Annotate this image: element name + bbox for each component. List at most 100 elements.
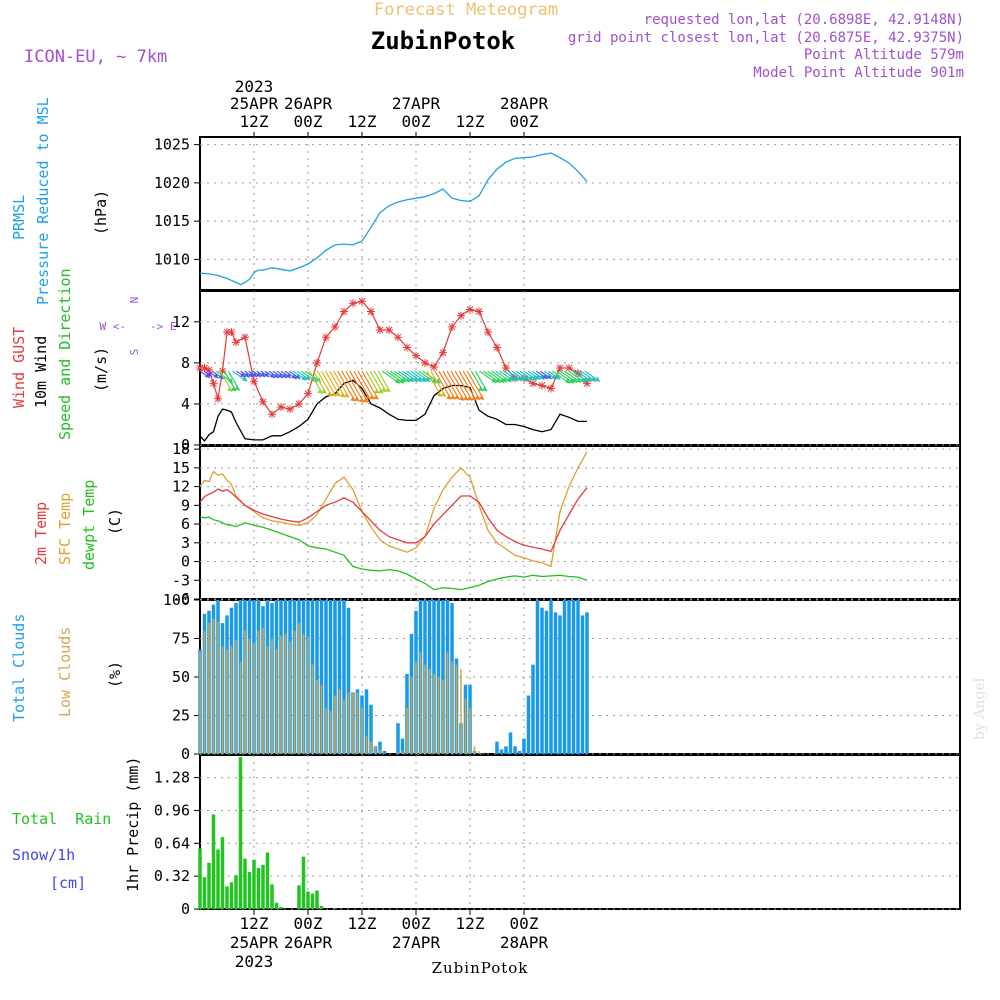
wind-arrow (503, 370, 519, 382)
rain-bar (238, 757, 243, 909)
wind-arrow-head (551, 374, 557, 380)
wind-arrow (341, 370, 360, 402)
wind-arrow-head (227, 386, 233, 392)
wind-arrow-head (230, 386, 236, 392)
wind-arrow-head (564, 378, 570, 384)
top-date-label: 26APR (284, 94, 333, 113)
wind-arrow (511, 370, 527, 382)
wind-arrow-head (412, 376, 418, 382)
wind-arrow-head (244, 372, 250, 378)
wind-arrow-shaft (349, 370, 369, 403)
low-cloud-bar (410, 677, 413, 754)
wind-gust-marker (205, 366, 213, 375)
temp-tick-label: 15 (172, 459, 190, 477)
low-clouds-label: Low Clouds (56, 627, 74, 717)
wind-arrow-head (586, 376, 592, 382)
low-cloud-bar (239, 661, 242, 754)
wind-y-axis: 0 4 8 12 (172, 313, 960, 454)
wind-arrow-head (321, 388, 327, 394)
wind-arrow (272, 370, 284, 379)
wind-arrow (264, 370, 276, 379)
low-cloud-bar (361, 707, 363, 754)
wind-arrow (211, 370, 224, 380)
total-cloud-bar (567, 600, 571, 754)
low-cloud-bar (248, 638, 251, 754)
wind-arrow (539, 370, 552, 380)
bottom-date-label: 25APR (230, 933, 279, 952)
wind-arrow-shaft (434, 370, 452, 400)
wind-gust-marker (200, 364, 209, 372)
wind-arrow-head (339, 392, 345, 398)
wind-arrow-head (277, 372, 283, 378)
wind-arrow-head (401, 377, 407, 383)
wind-gust-marker (493, 343, 501, 352)
wind-gust-marker (295, 399, 303, 408)
precip-tick-label: 0.96 (154, 801, 190, 819)
rain-bar (202, 877, 207, 909)
rain-bar (216, 849, 220, 909)
total-cloud-bar (319, 600, 324, 754)
wind-arrow-head (555, 374, 561, 380)
wind-gust-marker (218, 367, 227, 376)
wind-arrow (406, 370, 423, 383)
wind-arrow (260, 370, 270, 378)
clouds-tick-label: 100 (163, 591, 190, 609)
footer-station: ZubinPotok (432, 959, 529, 977)
wind-arrow (580, 370, 597, 383)
low-cloud-bar (244, 630, 246, 754)
wind-arrow (466, 370, 485, 401)
low-cloud-bar (442, 680, 444, 754)
total-cloud-bar (571, 600, 576, 754)
wind-arrow (316, 370, 333, 397)
wind-arrow (479, 370, 497, 384)
wind-arrow-head (474, 394, 480, 400)
dewpt-temp-line (199, 515, 588, 591)
bottom-hour-label: 12Z (240, 914, 269, 933)
low-cloud-bar (437, 677, 440, 754)
wind-arrow (390, 370, 407, 383)
wind-arrow-head (440, 391, 446, 397)
wind-arrow (552, 370, 571, 384)
wind-arrow-head (425, 376, 431, 382)
wind-arrow-head (546, 374, 552, 380)
wind-arrow-head (471, 395, 477, 401)
wind-arrow (438, 370, 456, 400)
wind-arrow-head (502, 377, 508, 383)
wind-arrow-head (285, 372, 291, 378)
low-cloud-bar (235, 640, 237, 754)
wind-arrow-head (491, 377, 497, 383)
rain-bar (270, 884, 274, 909)
total-cloud-bar (396, 723, 400, 754)
wind-arrow (288, 370, 301, 380)
pressure-y-axis: 1010 1015 1020 1025 (154, 136, 960, 268)
wind-arrow (491, 370, 508, 383)
low-cloud-bar (473, 746, 476, 754)
chart-subtitle: Forecast Meteogram (374, 0, 558, 20)
wind-arrow (434, 370, 452, 400)
rain-bar (234, 875, 238, 909)
wind-gust-marker (304, 389, 312, 398)
wind-arrow (268, 370, 280, 379)
temp-tick-label: 12 (172, 478, 190, 496)
pressure-unit: (hPa) (92, 190, 110, 235)
rain-label: Total Rain (12, 810, 111, 828)
low-cloud-bar (365, 735, 368, 754)
wind-gust-marker (286, 405, 294, 414)
wind-arrow-head (256, 371, 262, 377)
snow-label: Snow/1h (12, 846, 75, 864)
wind-arrow (248, 370, 258, 378)
rain-bar (207, 862, 211, 909)
low-cloud-bar (464, 698, 467, 754)
rain-bar (225, 886, 229, 909)
wind-arrow-head (327, 391, 333, 397)
wind-arrow (227, 370, 241, 391)
wind-gust-marker (268, 410, 276, 419)
wind-arrow-shaft (450, 370, 469, 401)
rain-bar (252, 859, 256, 909)
total-cloud-bar (382, 750, 387, 754)
wind-gust-marker (439, 348, 447, 357)
wind-arrow-head (408, 376, 414, 382)
wind-unit: (m/s) (92, 347, 110, 392)
